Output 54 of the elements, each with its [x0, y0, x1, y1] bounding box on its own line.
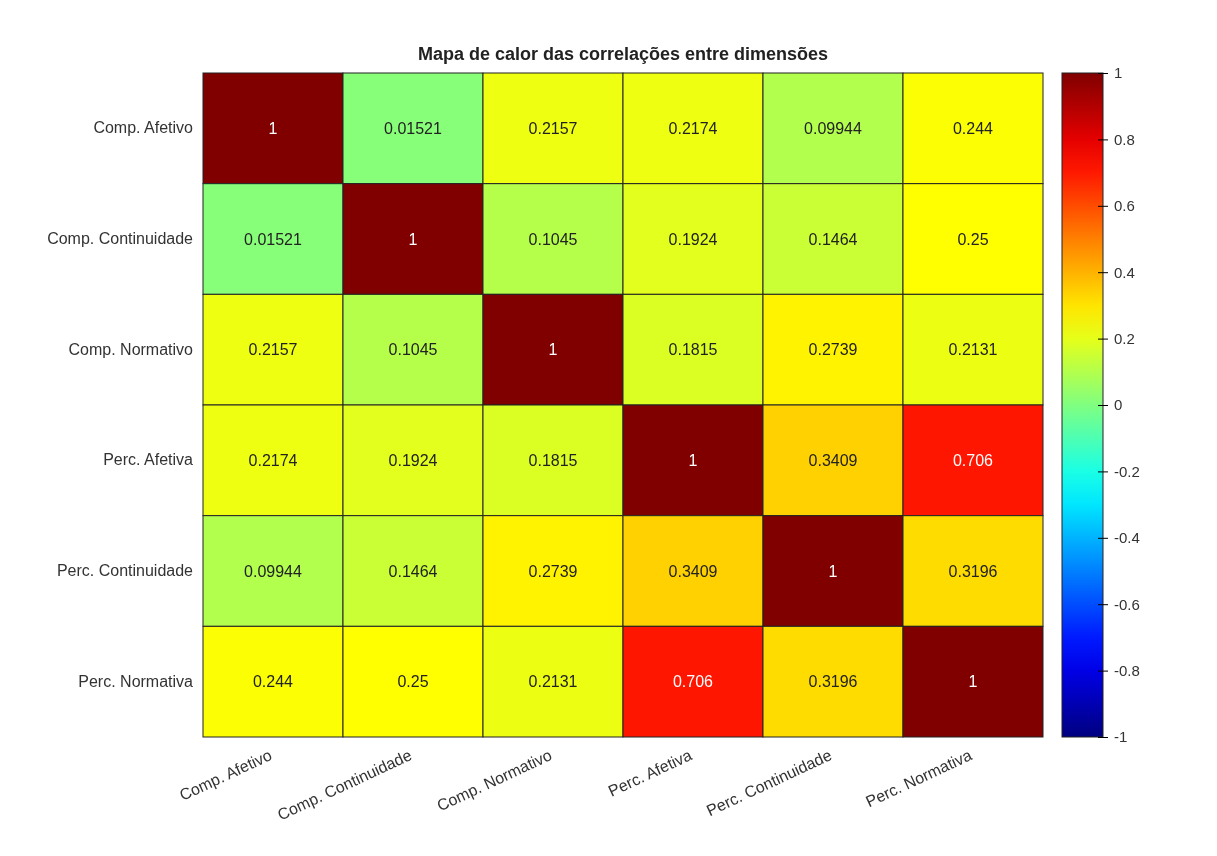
chart-title: Mapa de calor das correlações entre dimensões: [417, 44, 829, 64]
data-label: 0.2739: [808, 341, 858, 359]
color-bar-label: -0.2: [1114, 462, 1140, 480]
data-label: 0.3196: [948, 562, 998, 580]
y-tick-label: Comp. Normativo: [68, 340, 194, 358]
data-label: 0.706: [672, 673, 714, 691]
color-bar-label: 0.6: [1114, 197, 1135, 215]
y-tick-label: Perc. Continuidade: [56, 562, 194, 580]
y-tick-label: Comp. Continuidade: [47, 230, 194, 248]
data-label: 0.25: [957, 230, 989, 248]
data-label: 0.2157: [528, 119, 578, 137]
color-bar-label: -0.4: [1114, 529, 1140, 547]
y-tick-label: Comp. Afetivo: [93, 119, 194, 137]
color-bar-label: 0.4: [1114, 263, 1135, 281]
data-label: 1: [688, 451, 698, 469]
data-label: 1: [408, 230, 418, 248]
data-label: 0.09944: [244, 562, 303, 580]
data-label: 0.2131: [948, 341, 998, 359]
data-label: 0.706: [952, 451, 994, 469]
data-label: 0.244: [252, 673, 294, 691]
data-label: 0.25: [397, 673, 429, 691]
data-label: 1: [548, 341, 558, 359]
data-label: 0.2131: [528, 673, 578, 691]
data-label: 0.1464: [808, 230, 858, 248]
data-label: 0.1045: [528, 230, 578, 248]
color-bar-label: -0.6: [1114, 595, 1140, 613]
data-label: 1: [828, 562, 838, 580]
data-label: 0.1045: [388, 341, 438, 359]
color-bar-label: 1: [1114, 64, 1123, 82]
data-label: 1: [968, 673, 978, 691]
data-label: 0.2174: [248, 451, 298, 469]
data-label: 0.1924: [388, 451, 438, 469]
data-label: 0.2739: [528, 562, 578, 580]
data-label: 0.1815: [528, 451, 578, 469]
y-tick-label: Perc. Afetiva: [103, 451, 194, 469]
color-bar-label: -0.8: [1114, 661, 1140, 679]
color-bar-label: 0.2: [1114, 329, 1135, 347]
data-label: 1: [268, 119, 278, 137]
data-label: 0.1464: [388, 562, 438, 580]
color-bar-label: 0: [1114, 396, 1123, 414]
data-label: 0.244: [952, 119, 994, 137]
data-label: 0.3196: [808, 673, 858, 691]
data-label: 0.2174: [668, 119, 718, 137]
data-label: 0.2157: [248, 341, 298, 359]
data-label: 0.3409: [668, 562, 718, 580]
data-label: 0.1924: [668, 230, 718, 248]
y-tick-label: Perc. Normativa: [78, 672, 194, 690]
data-label: 0.3409: [808, 451, 858, 469]
data-label: 0.09944: [804, 119, 863, 137]
color-bar-label: -1: [1114, 728, 1128, 746]
data-label: 0.01521: [384, 119, 443, 137]
color-bar-label: 0.8: [1114, 130, 1135, 148]
data-label: 0.1815: [668, 341, 718, 359]
data-label: 0.01521: [244, 230, 303, 248]
